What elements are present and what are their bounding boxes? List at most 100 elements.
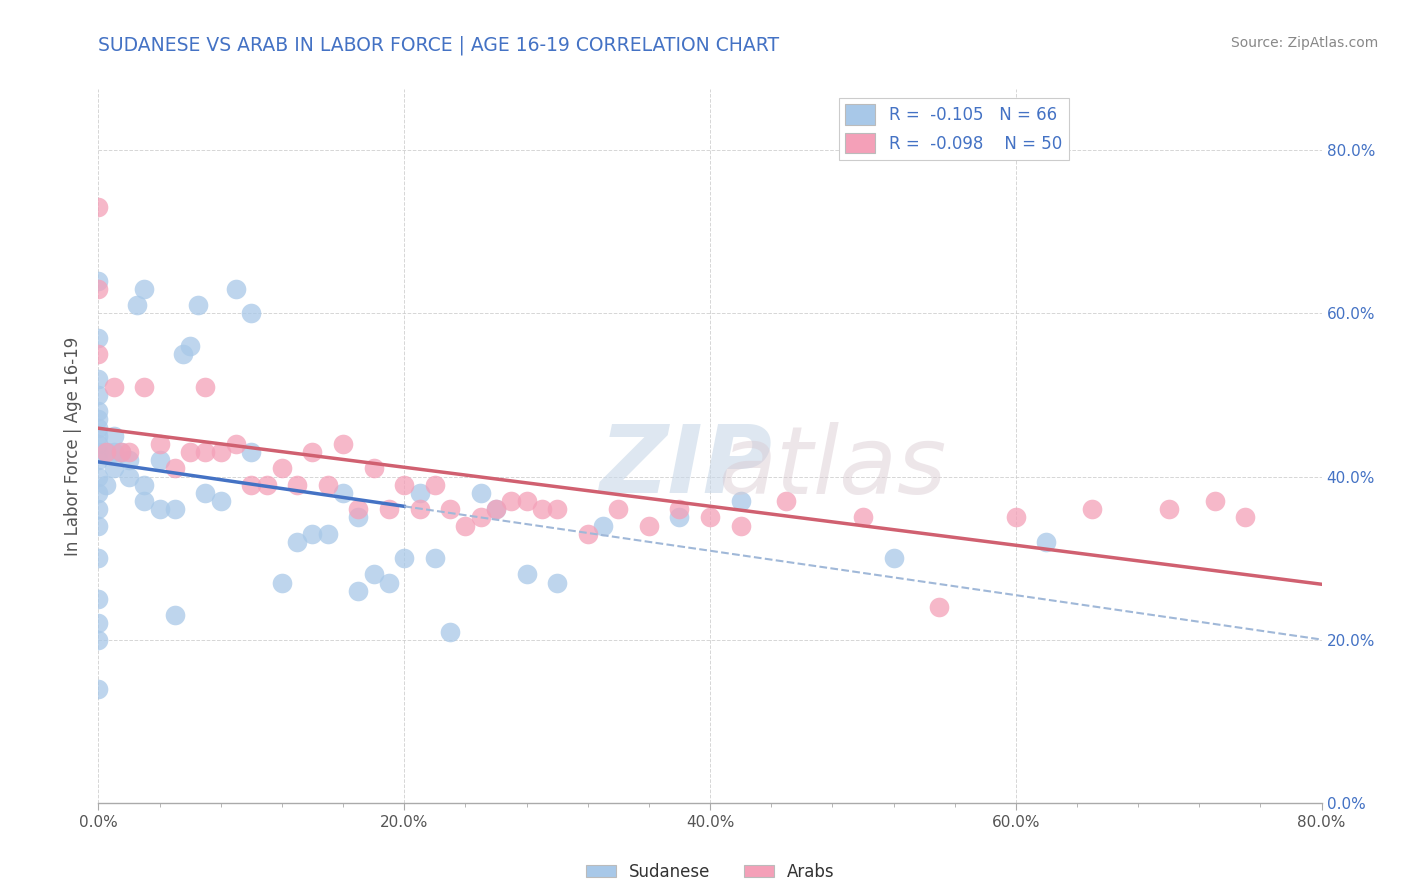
Point: [501, 494, 523, 508]
Legend: Sudanese, Arabs: Sudanese, Arabs: [579, 856, 841, 888]
Point: [87, 429, 110, 443]
Point: [607, 502, 630, 516]
Point: [134, 494, 156, 508]
Point: [1035, 534, 1057, 549]
Point: [87, 201, 110, 215]
Point: [87, 437, 110, 451]
Point: [87, 445, 110, 459]
Point: [485, 502, 508, 516]
Point: [392, 551, 416, 566]
Point: [194, 486, 217, 500]
Point: [470, 510, 492, 524]
Point: [194, 445, 217, 459]
Point: [347, 583, 370, 598]
Point: [179, 445, 201, 459]
Point: [87, 282, 110, 296]
Point: [163, 502, 186, 516]
Point: [125, 298, 148, 312]
Point: [347, 502, 370, 516]
Point: [592, 518, 614, 533]
Point: [87, 347, 110, 361]
Point: [87, 420, 110, 434]
Point: [87, 632, 110, 647]
Point: [852, 510, 875, 524]
Point: [172, 347, 194, 361]
Point: [87, 388, 110, 402]
Point: [301, 445, 323, 459]
Point: [470, 486, 492, 500]
Point: [883, 551, 905, 566]
Point: [423, 477, 446, 491]
Point: [316, 477, 339, 491]
Point: [730, 518, 752, 533]
Point: [149, 453, 172, 467]
Point: [730, 494, 752, 508]
Point: [347, 510, 370, 524]
Point: [103, 445, 125, 459]
Point: [163, 461, 186, 475]
Text: Source: ZipAtlas.com: Source: ZipAtlas.com: [1230, 36, 1378, 50]
Y-axis label: In Labor Force | Age 16-19: In Labor Force | Age 16-19: [65, 336, 83, 556]
Point: [87, 404, 110, 418]
Point: [118, 445, 141, 459]
Point: [485, 502, 508, 516]
Point: [163, 608, 186, 623]
Point: [637, 518, 661, 533]
Point: [285, 477, 308, 491]
Point: [87, 469, 110, 483]
Point: [516, 567, 538, 582]
Point: [94, 445, 117, 459]
Point: [87, 518, 110, 533]
Point: [546, 502, 568, 516]
Point: [110, 445, 132, 459]
Point: [87, 453, 110, 467]
Point: [240, 445, 263, 459]
Point: [87, 502, 110, 516]
Point: [423, 551, 446, 566]
Point: [103, 429, 125, 443]
Point: [408, 486, 430, 500]
Point: [285, 534, 308, 549]
Point: [103, 461, 125, 475]
Point: [301, 526, 323, 541]
Point: [378, 502, 401, 516]
Point: [87, 412, 110, 426]
Point: [454, 518, 477, 533]
Point: [668, 502, 690, 516]
Point: [134, 477, 156, 491]
Point: [1234, 510, 1257, 524]
Point: [392, 477, 416, 491]
Point: [118, 453, 141, 467]
Point: [87, 372, 110, 386]
Point: [149, 437, 172, 451]
Point: [134, 380, 156, 394]
Point: [928, 600, 950, 615]
Point: [87, 274, 110, 288]
Point: [240, 306, 263, 320]
Point: [546, 575, 568, 590]
Point: [1157, 502, 1180, 516]
Point: [187, 298, 209, 312]
Point: [256, 477, 278, 491]
Point: [363, 461, 385, 475]
Point: [118, 469, 141, 483]
Point: [209, 494, 232, 508]
Point: [1204, 494, 1226, 508]
Point: [225, 437, 247, 451]
Point: [576, 526, 599, 541]
Point: [110, 445, 132, 459]
Point: [332, 486, 354, 500]
Point: [209, 445, 232, 459]
Point: [270, 461, 292, 475]
Point: [94, 445, 117, 459]
Point: [87, 591, 110, 606]
Point: [87, 616, 110, 631]
Point: [668, 510, 690, 524]
Point: [439, 502, 461, 516]
Point: [530, 502, 553, 516]
Point: [1081, 502, 1104, 516]
Point: [103, 380, 125, 394]
Point: [87, 486, 110, 500]
Point: [699, 510, 721, 524]
Point: [194, 380, 217, 394]
